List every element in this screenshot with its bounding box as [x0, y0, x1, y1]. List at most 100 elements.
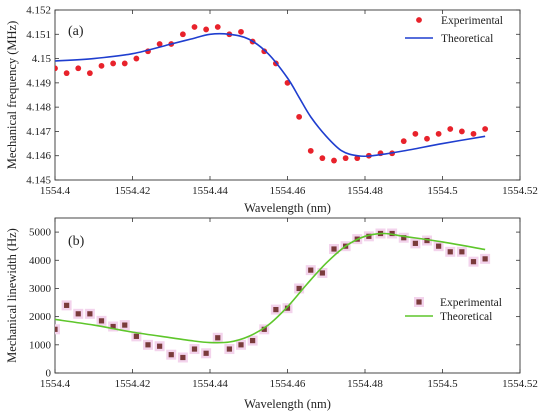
legend-item: Theoretical: [405, 33, 493, 45]
x-axis-label: Wavelength (nm): [244, 201, 331, 215]
data-point: [180, 354, 186, 361]
legend-dot-swatch: [416, 17, 422, 23]
data-point: [470, 259, 477, 265]
data-point: [331, 157, 337, 164]
data-point: [250, 337, 256, 344]
data-point: [412, 240, 418, 246]
data-point: [110, 323, 116, 330]
series-theoretical: [55, 32, 486, 158]
data-point: [261, 326, 267, 332]
data-point: [98, 318, 105, 324]
plot-frame: [54, 217, 521, 374]
data-point: [319, 155, 326, 162]
data-point: [261, 48, 268, 55]
data-point: [319, 270, 325, 276]
series-line: [55, 32, 486, 158]
data-point: [331, 246, 337, 252]
x-tick-label: 1554.46: [270, 378, 306, 390]
y-tick-label: 4.146: [26, 150, 51, 162]
x-tick-label: 1554.4: [40, 185, 71, 197]
series-experimental: [55, 24, 489, 164]
data-point: [401, 235, 407, 241]
y-tick-label: 4.148: [26, 102, 51, 114]
y-tick-label: 4.145: [26, 175, 51, 187]
data-point: [214, 24, 221, 30]
legend: Experimental Theoretical: [405, 297, 502, 323]
y-tick-label: 5000: [29, 227, 52, 239]
data-point: [447, 249, 453, 255]
x-tick-label: 1554.48: [347, 378, 383, 390]
data-point: [296, 113, 303, 120]
y-tick-label: 0: [46, 368, 52, 380]
data-point: [273, 306, 279, 313]
data-point: [458, 128, 465, 135]
y-axis-label: Mechanical linewidth (Hz): [5, 228, 19, 363]
data-point: [156, 41, 163, 47]
data-point: [133, 55, 140, 62]
panel-label: (a): [68, 24, 84, 39]
data-point: [459, 249, 465, 255]
x-tick-label: 1554.4: [40, 378, 71, 390]
data-point: [55, 326, 58, 332]
data-point: [157, 343, 163, 349]
x-tick-label: 1554.52: [502, 378, 538, 390]
data-point: [63, 70, 70, 77]
data-point: [191, 24, 198, 30]
series-experimental: [55, 228, 491, 363]
data-point: [366, 233, 372, 239]
y-tick-label: 4.147: [26, 126, 51, 138]
x-axis-label: Wavelength (nm): [244, 397, 331, 411]
data-point: [121, 60, 128, 67]
legend-item: Theoretical: [405, 311, 492, 323]
data-point: [179, 31, 186, 38]
data-point: [424, 237, 430, 244]
data-point: [447, 126, 454, 132]
x-tick-label: 1554.5: [427, 378, 458, 390]
y-tick-label: 1000: [29, 339, 52, 351]
data-point: [122, 322, 128, 328]
data-point: [133, 333, 139, 339]
x-tick-label: 1554.52: [502, 185, 538, 197]
series-line: [55, 232, 486, 344]
data-point: [110, 60, 117, 67]
x-tick-label: 1554.46: [270, 185, 306, 197]
y-tick-label: 2000: [29, 311, 52, 323]
data-point: [482, 126, 489, 132]
y-tick-label: 4.149: [26, 77, 51, 89]
plot-area: [55, 228, 491, 363]
data-point: [400, 138, 407, 145]
data-point: [238, 28, 244, 35]
y-tick-label: 4.15: [32, 53, 52, 65]
data-point: [412, 130, 419, 137]
data-point: [296, 285, 302, 292]
plot-area: [55, 24, 489, 164]
data-point: [86, 70, 93, 77]
x-tick-label: 1554.48: [347, 185, 383, 197]
data-point: [238, 342, 244, 348]
data-point: [87, 311, 93, 317]
x-tick-label: 1554.42: [115, 378, 151, 390]
data-point: [307, 147, 314, 154]
legend-label: Theoretical: [441, 33, 493, 45]
x-tick-label: 1554.42: [115, 185, 151, 197]
legend-label: Experimental: [440, 297, 502, 309]
data-point: [75, 311, 81, 317]
x-tick-label: 1554.44: [192, 185, 228, 197]
x-tick-label: 1554.5: [427, 185, 458, 197]
data-point: [55, 65, 58, 72]
data-point: [284, 305, 291, 311]
data-point: [424, 135, 430, 142]
data-point: [436, 243, 442, 249]
data-point: [168, 352, 174, 358]
legend-item: Experimental: [416, 15, 503, 27]
legend-label: Experimental: [441, 15, 503, 27]
data-point: [226, 346, 232, 352]
x-tick-label: 1554.44: [192, 378, 228, 390]
data-point: [215, 335, 221, 341]
y-tick-label: 4.152: [26, 5, 51, 17]
data-point: [470, 130, 477, 137]
data-point: [203, 350, 209, 356]
data-point: [64, 302, 70, 308]
y-tick-label: 4000: [29, 255, 52, 267]
